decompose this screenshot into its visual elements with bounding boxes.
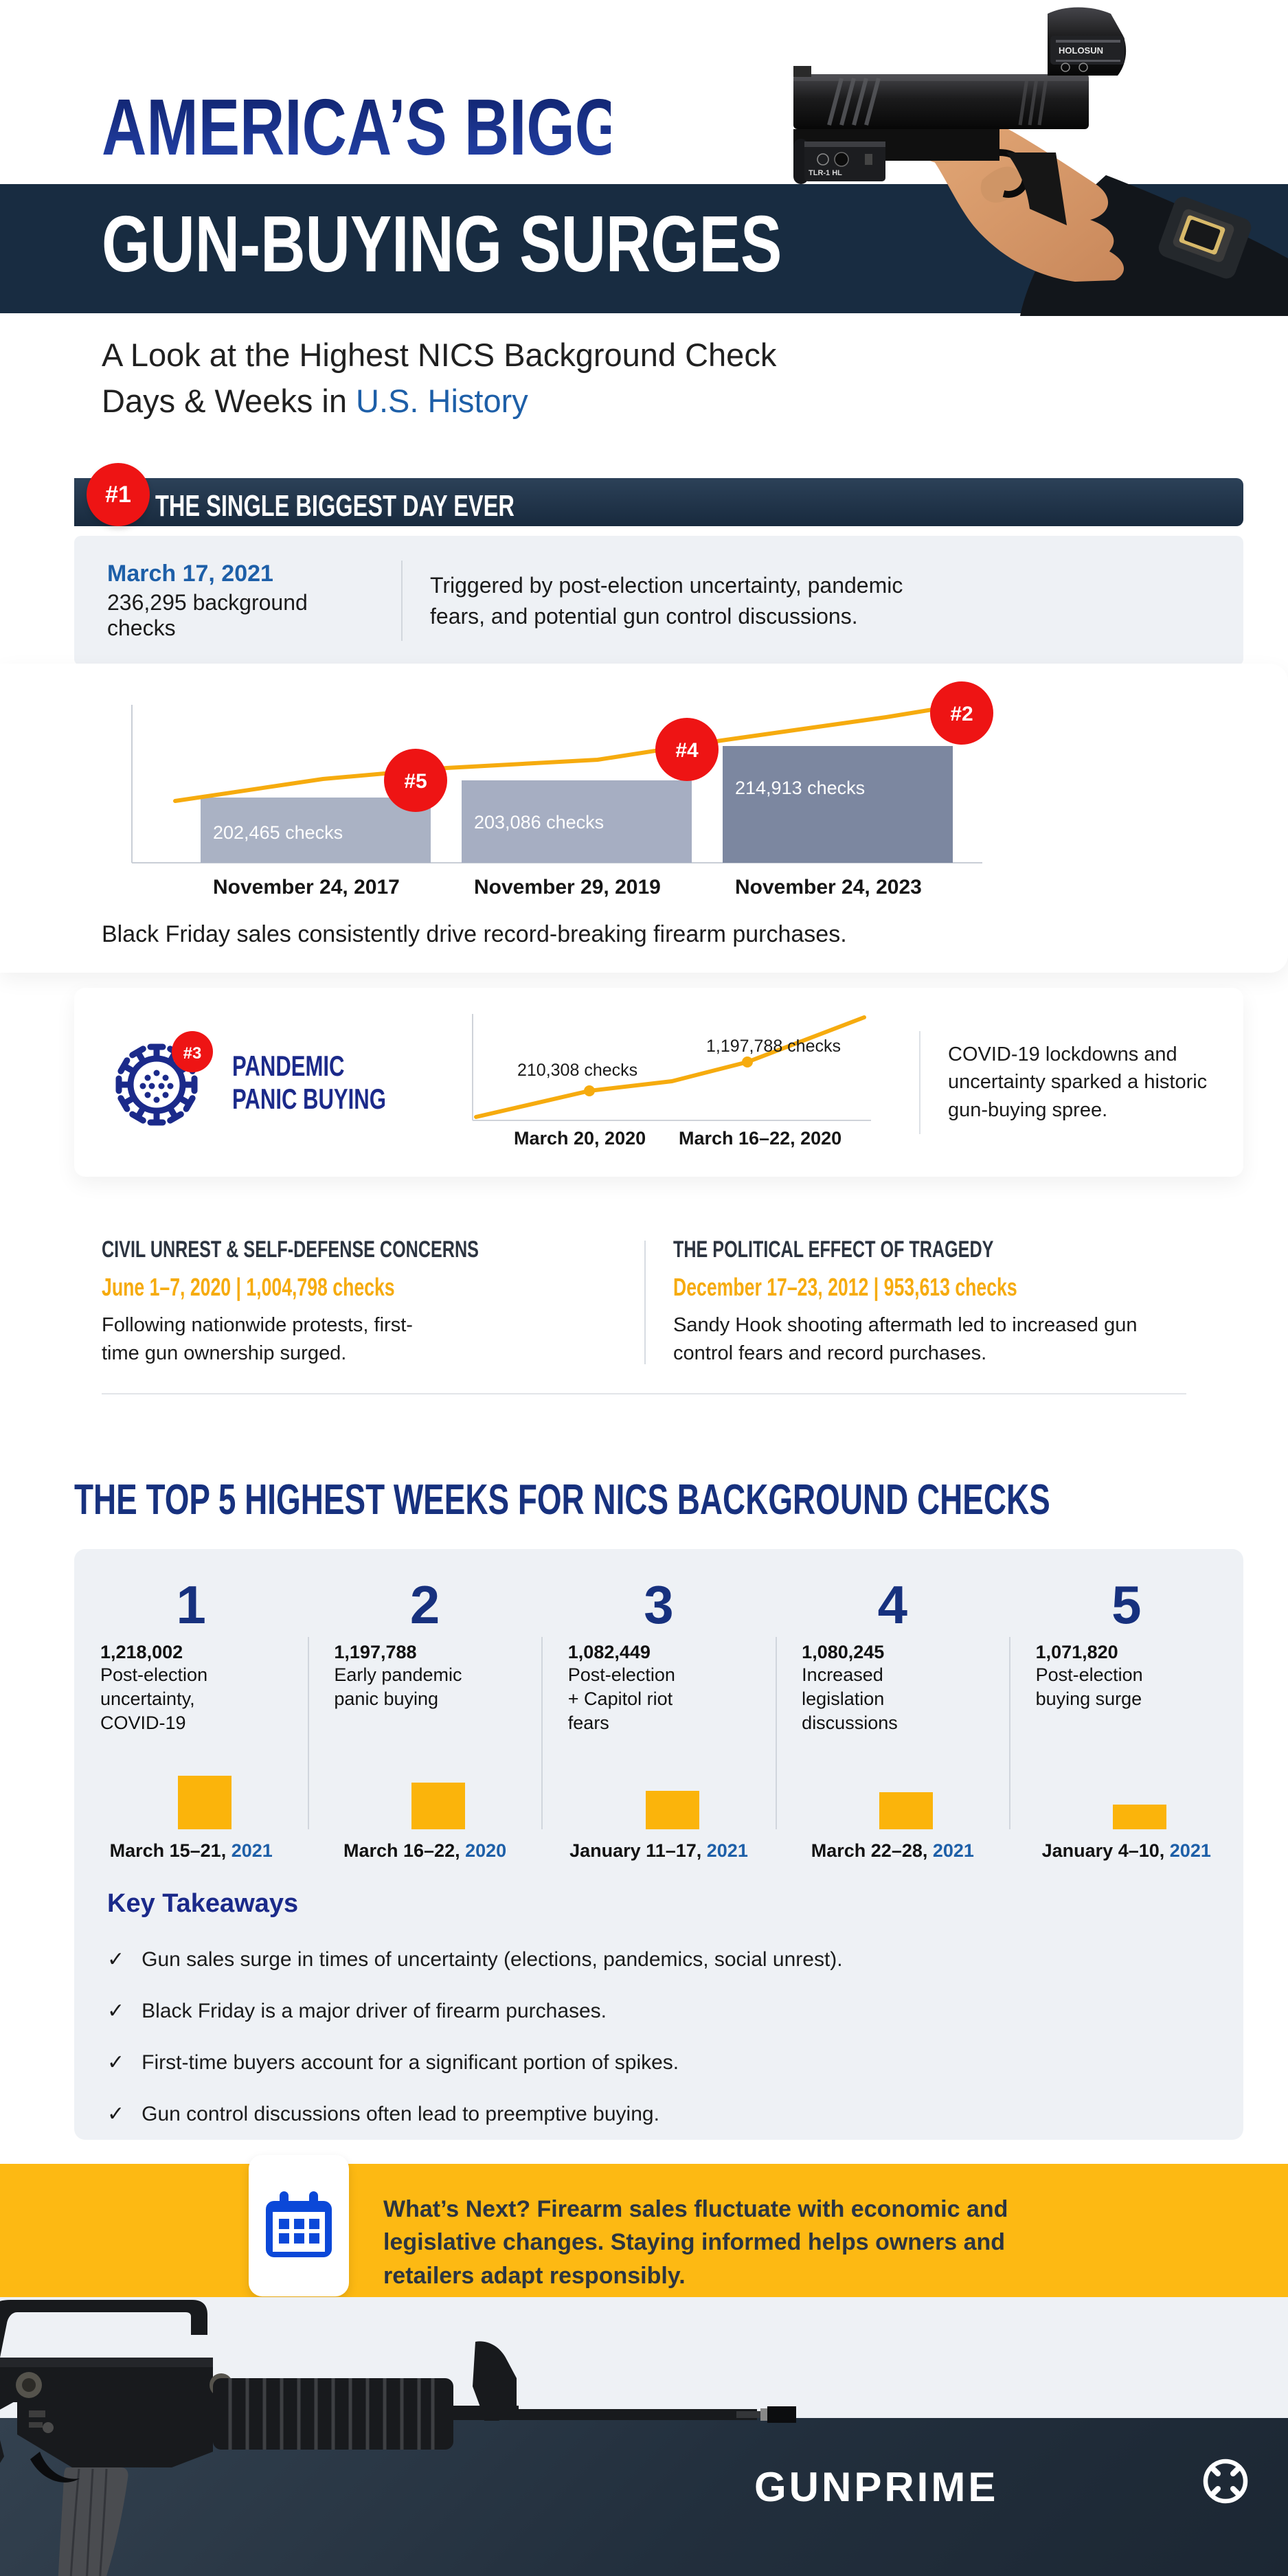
svg-text:November 24, 2023: November 24, 2023 xyxy=(735,876,922,899)
svg-text:1,197,788 checks: 1,197,788 checks xyxy=(706,1037,841,1056)
svg-text:#5: #5 xyxy=(404,770,427,793)
svg-text:203,086 checks: 203,086 checks xyxy=(474,812,604,833)
svg-text:TLR-1 HL: TLR-1 HL xyxy=(809,169,842,177)
svg-text:202,465 checks: 202,465 checks xyxy=(213,822,343,843)
svg-text:214,913 checks: 214,913 checks xyxy=(735,778,865,798)
svg-text:#4: #4 xyxy=(675,739,699,762)
svg-text:HOLOSUN: HOLOSUN xyxy=(1059,45,1103,56)
svg-text:March 16–22, 2020: March 16–22, 2020 xyxy=(679,1128,841,1149)
svg-text:#3: #3 xyxy=(183,1044,202,1063)
svg-text:November 24, 2017: November 24, 2017 xyxy=(213,876,400,899)
svg-text:#2: #2 xyxy=(950,703,973,725)
svg-text:November 29, 2019: November 29, 2019 xyxy=(474,876,661,899)
svg-text:210,308 checks: 210,308 checks xyxy=(517,1061,637,1080)
svg-text:March 20, 2020: March 20, 2020 xyxy=(514,1128,646,1149)
